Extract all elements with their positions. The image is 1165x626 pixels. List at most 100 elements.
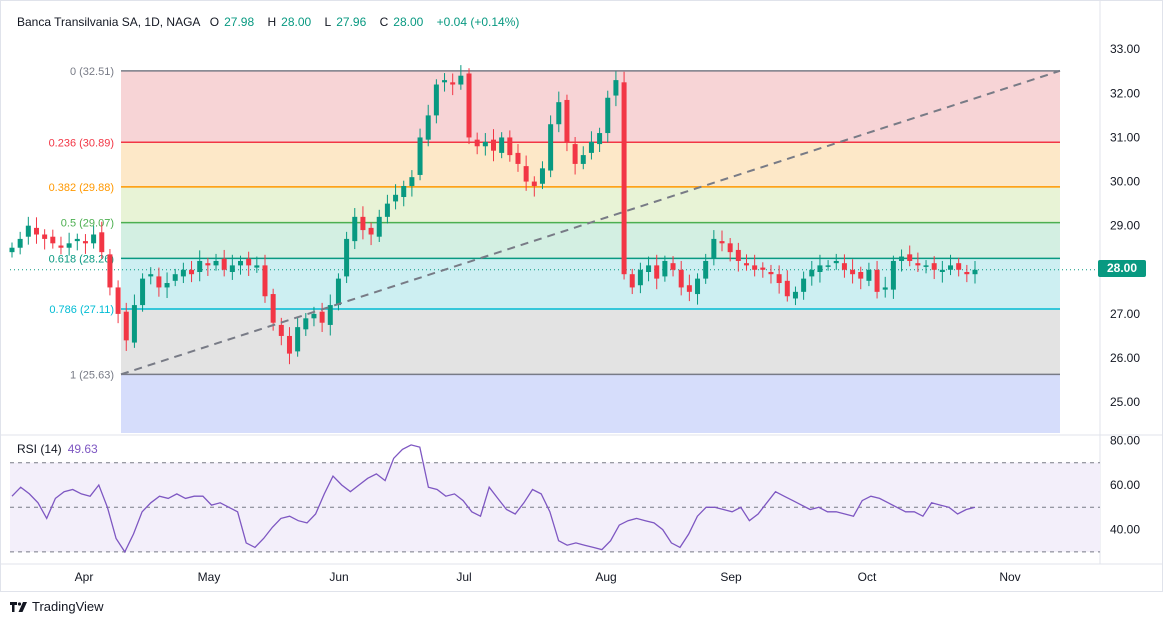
candle: [384, 194, 390, 224]
tradingview-logo[interactable]: TradingView: [10, 599, 104, 614]
candle: [50, 229, 56, 249]
candle: [507, 130, 513, 162]
candle-body: [776, 274, 782, 284]
candle-body: [17, 238, 23, 248]
candle-body: [229, 265, 235, 272]
candle-body: [442, 80, 448, 83]
candle-body: [556, 102, 562, 125]
candle: [597, 127, 603, 153]
candle-body: [66, 243, 72, 248]
candle: [727, 238, 733, 262]
candle-body: [801, 278, 807, 292]
price-tick-label: 26.00: [1110, 351, 1140, 365]
candle: [907, 245, 913, 267]
candle-body: [711, 238, 717, 259]
candle-body: [82, 241, 88, 244]
candle: [890, 255, 896, 299]
candle-body: [605, 97, 611, 134]
candle: [629, 268, 635, 295]
candle-body: [564, 99, 570, 142]
candle-body: [254, 265, 260, 268]
candle-body: [735, 249, 741, 261]
candle: [499, 132, 505, 159]
candle: [238, 255, 244, 275]
candle: [352, 208, 358, 250]
candle: [82, 234, 88, 254]
candle: [768, 264, 774, 284]
ohlc-change: +0.04 (+0.14%): [436, 15, 520, 29]
candle-body: [858, 271, 864, 279]
candle: [646, 256, 652, 282]
candle: [915, 252, 921, 272]
candle: [393, 184, 399, 210]
candle: [213, 253, 219, 271]
fib-label-0.382: 0.382 (29.88): [49, 182, 114, 194]
fib-label-1: 1 (25.63): [70, 369, 114, 381]
candle-body: [425, 115, 431, 140]
candle-body: [629, 274, 635, 288]
candle: [776, 265, 782, 294]
candle-body: [890, 260, 896, 290]
candle-body: [588, 141, 594, 153]
candle: [229, 254, 235, 280]
candle-body: [784, 280, 790, 297]
rsi-header: RSI (14) 49.63: [17, 442, 98, 456]
candle: [654, 254, 660, 290]
candle: [703, 253, 709, 284]
candle: [197, 250, 203, 282]
candle-body: [115, 287, 121, 314]
candle: [792, 286, 798, 306]
candle-body: [621, 82, 627, 275]
candle-body: [637, 269, 643, 286]
time-tick-nov: Nov: [999, 570, 1020, 584]
rsi-title[interactable]: RSI (14): [17, 442, 62, 456]
candle-body: [393, 194, 399, 202]
chart-frame: [0, 0, 1163, 592]
fib-label-0.618: 0.618 (28.26): [49, 253, 114, 265]
candle: [539, 161, 545, 190]
candle: [311, 306, 317, 327]
candle-body: [695, 278, 701, 295]
candle: [882, 276, 888, 298]
candle: [123, 302, 129, 351]
candle-body: [474, 139, 480, 147]
time-tick-aug: Aug: [595, 570, 616, 584]
candle-body: [482, 141, 488, 147]
candle-body: [923, 265, 929, 267]
candle-body: [572, 144, 578, 164]
candle: [482, 133, 488, 156]
candle: [319, 302, 325, 332]
candle-body: [140, 278, 146, 306]
candle-body: [360, 216, 366, 231]
candle: [442, 73, 448, 92]
price-tick-label: 25.00: [1110, 395, 1140, 409]
candle-body: [499, 137, 505, 153]
candle: [466, 68, 472, 145]
candle-body: [286, 335, 292, 354]
candle-body: [344, 238, 350, 277]
candle-body: [409, 177, 415, 186]
candle: [66, 232, 72, 256]
symbol-title[interactable]: Banca Transilvania SA, 1D, NAGA: [17, 15, 201, 29]
candle-body: [539, 168, 545, 184]
price-tick-label: 27.00: [1110, 307, 1140, 321]
candle-body: [278, 324, 284, 336]
ohlc-low: L 27.96: [324, 15, 367, 29]
fib-label-0.5: 0.5 (29.07): [61, 218, 114, 230]
candle: [548, 115, 554, 178]
candle: [33, 217, 39, 244]
candle-body: [450, 82, 456, 85]
candle-body: [238, 260, 244, 266]
candle: [531, 176, 537, 197]
ohlc-high: H 28.00: [267, 15, 312, 29]
symbol-header: Banca Transilvania SA, 1D, NAGA O 27.98 H…: [17, 15, 524, 29]
candle: [817, 254, 823, 283]
time-tick-apr: Apr: [75, 570, 94, 584]
candle-body: [197, 260, 203, 272]
candle: [564, 94, 570, 152]
candle: [270, 288, 276, 331]
candle: [711, 230, 717, 266]
candle-body: [246, 258, 252, 266]
candle: [556, 91, 562, 133]
